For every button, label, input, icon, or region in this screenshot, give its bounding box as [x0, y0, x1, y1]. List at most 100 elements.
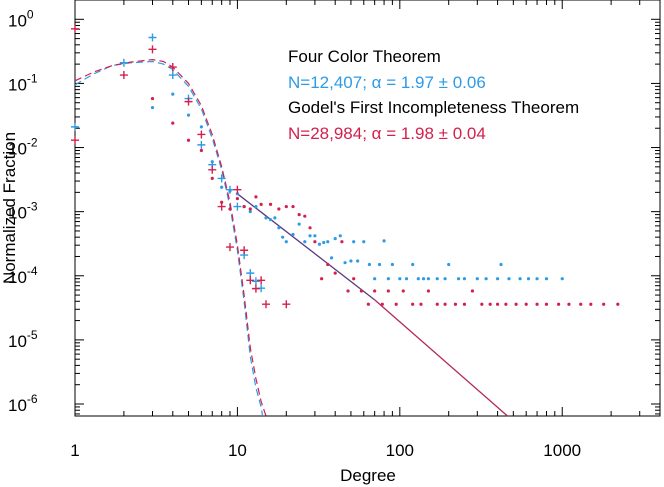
- data-dot: [248, 210, 252, 214]
- data-dot: [268, 202, 273, 206]
- data-dot: [359, 289, 363, 293]
- fit-curve-series-0: [74, 60, 264, 417]
- annotation-godel-title: Godel's First Incompleteness Theorem: [288, 98, 579, 117]
- data-dot: [333, 236, 337, 241]
- data-dot: [401, 289, 405, 293]
- data-dot: [453, 302, 458, 306]
- data-dot: [150, 96, 155, 101]
- data-dot: [544, 277, 549, 281]
- data-dot: [303, 240, 307, 244]
- data-dot: [462, 277, 467, 281]
- data-cross: [225, 243, 234, 252]
- data-cross: [71, 24, 79, 33]
- data-dot: [524, 302, 528, 306]
- y-tick-label: 10-4: [8, 264, 38, 287]
- data-dot: [254, 204, 258, 209]
- x-tick-label: 1000: [543, 441, 581, 460]
- data-dot: [366, 302, 370, 306]
- data-dot: [171, 121, 175, 125]
- data-dot: [349, 259, 353, 263]
- data-dot: [382, 239, 386, 243]
- data-dot: [248, 207, 252, 211]
- data-dot: [398, 277, 402, 281]
- data-dot: [386, 289, 390, 293]
- data-dot: [394, 302, 398, 306]
- y-tick-label: 10-2: [8, 136, 38, 159]
- data-dot: [367, 262, 372, 267]
- data-dot: [220, 185, 224, 189]
- data-dot: [259, 202, 263, 206]
- y-tick-label: 10-6: [8, 392, 38, 415]
- data-cross: [233, 202, 242, 211]
- data-cross: [197, 140, 206, 149]
- data-dot: [186, 113, 191, 117]
- data-cross: [184, 97, 193, 106]
- data-dot: [235, 196, 240, 201]
- data-dot: [273, 216, 277, 220]
- plot-frame: [74, 0, 661, 417]
- data-cross: [168, 71, 177, 80]
- data-dot: [443, 302, 447, 306]
- axis-ticks: [74, 0, 661, 416]
- data-cross: [233, 185, 242, 194]
- data-dot: [435, 277, 439, 281]
- data-dot: [199, 125, 203, 129]
- data-cross: [148, 33, 157, 42]
- data-dot: [462, 302, 467, 306]
- data-dot: [544, 302, 549, 306]
- data-dot: [171, 92, 175, 96]
- data-dot: [356, 259, 360, 263]
- data-dot: [456, 277, 461, 281]
- data-cross: [251, 277, 260, 286]
- data-dot: [242, 204, 246, 209]
- data-dot: [526, 277, 531, 281]
- data-cross: [148, 45, 157, 54]
- data-dot: [475, 277, 479, 281]
- data-dot: [377, 262, 382, 267]
- data-dot: [297, 212, 301, 217]
- data-dot: [281, 235, 285, 239]
- data-dot: [313, 234, 317, 238]
- data-dot: [352, 277, 356, 281]
- data-dot: [514, 302, 518, 306]
- data-dot: [499, 262, 503, 267]
- data-cross: [246, 269, 255, 278]
- x-tick-labels: 1 10 100 1000: [70, 441, 581, 460]
- data-dot: [567, 302, 571, 306]
- data-dot: [235, 192, 240, 196]
- data-dot: [340, 240, 344, 244]
- data-dot: [435, 302, 439, 306]
- data-dot: [186, 138, 191, 142]
- data-cross: [71, 136, 79, 145]
- power-law-fit-0: [237, 193, 376, 301]
- legend-annotations: Four Color Theorem N=12,407; α = 1.97 ± …: [288, 47, 579, 143]
- annotation-four-color-stats: N=12,407; α = 1.97 ± 0.06: [288, 73, 486, 92]
- data-dot: [560, 277, 564, 281]
- x-tick-label: 1: [70, 441, 79, 460]
- data-dot: [277, 207, 281, 211]
- data-dot: [284, 240, 288, 244]
- data-dot: [411, 302, 415, 306]
- data-dot: [320, 277, 324, 281]
- data-dot: [264, 216, 268, 220]
- data-dot: [426, 277, 431, 281]
- data-dot: [557, 302, 561, 306]
- data-dot: [386, 277, 390, 281]
- data-dot: [589, 302, 593, 306]
- data-dot: [220, 200, 224, 204]
- data-dot: [338, 234, 342, 238]
- power-law-fit-1: [374, 299, 508, 417]
- data-cross: [208, 165, 217, 174]
- data-dot: [228, 207, 232, 211]
- data-dot: [268, 218, 273, 222]
- data-dot: [426, 289, 431, 293]
- y-tick-label: 100: [8, 7, 34, 30]
- data-cross: [257, 276, 266, 285]
- data-dot: [333, 271, 337, 275]
- y-tick-label: 10-1: [8, 71, 38, 94]
- x-tick-label: 10: [228, 441, 247, 460]
- data-cross: [246, 276, 255, 285]
- data-markers: [71, 24, 620, 309]
- data-dot: [199, 148, 203, 153]
- fit-curve-series-1: [74, 58, 267, 417]
